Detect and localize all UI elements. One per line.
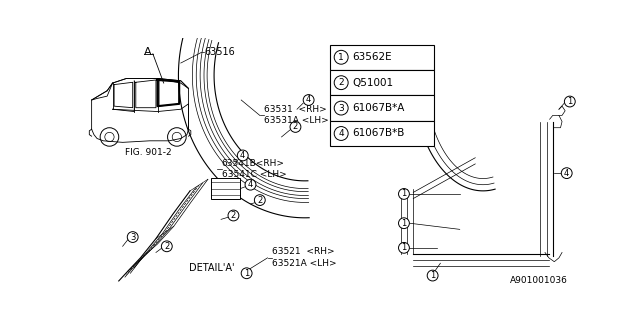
Text: 63531A <LH>: 63531A <LH> <box>264 116 329 125</box>
Text: Q51001: Q51001 <box>352 78 393 88</box>
Text: 1: 1 <box>430 271 435 280</box>
Text: 2: 2 <box>257 196 262 204</box>
Circle shape <box>334 50 348 64</box>
Bar <box>330 121 434 146</box>
Bar <box>330 70 434 95</box>
Circle shape <box>561 168 572 179</box>
Circle shape <box>334 76 348 90</box>
Text: 2: 2 <box>231 211 236 220</box>
Circle shape <box>168 128 186 146</box>
Circle shape <box>228 210 239 221</box>
Text: 63541B<RH>: 63541B<RH> <box>222 159 285 168</box>
Text: 1: 1 <box>244 269 249 278</box>
Circle shape <box>399 218 410 228</box>
Circle shape <box>245 179 256 190</box>
Text: 4: 4 <box>339 129 344 138</box>
Text: 2: 2 <box>164 242 170 251</box>
Text: 1: 1 <box>401 243 406 252</box>
Bar <box>330 95 434 121</box>
Text: 2: 2 <box>339 78 344 87</box>
Circle shape <box>127 232 138 243</box>
Text: 4: 4 <box>248 180 253 189</box>
Text: 4: 4 <box>240 151 245 160</box>
Text: 63541C <LH>: 63541C <LH> <box>222 170 287 179</box>
Text: A: A <box>145 47 152 57</box>
Bar <box>211 178 241 199</box>
Text: FIG. 901-2: FIG. 901-2 <box>125 148 172 157</box>
Circle shape <box>564 96 575 107</box>
Text: 4: 4 <box>564 169 570 178</box>
Text: 1: 1 <box>567 97 572 106</box>
Text: DETAIL'A': DETAIL'A' <box>189 263 234 273</box>
Bar <box>330 44 434 70</box>
Text: 4: 4 <box>306 95 311 105</box>
Circle shape <box>399 188 410 199</box>
Text: 61067B*A: 61067B*A <box>352 103 404 113</box>
Circle shape <box>290 122 301 132</box>
Circle shape <box>100 128 119 146</box>
Circle shape <box>241 268 252 279</box>
Text: 3: 3 <box>130 233 136 242</box>
Text: 63531  <RH>: 63531 <RH> <box>264 105 327 114</box>
Circle shape <box>334 101 348 115</box>
Text: 63562E: 63562E <box>352 52 392 62</box>
Circle shape <box>399 243 410 253</box>
Circle shape <box>303 95 314 105</box>
Circle shape <box>161 241 172 252</box>
Circle shape <box>428 270 438 281</box>
Text: 63521  <RH>: 63521 <RH> <box>272 247 335 256</box>
Text: 2: 2 <box>293 123 298 132</box>
Text: 63516: 63516 <box>204 47 235 57</box>
Text: 1: 1 <box>339 53 344 62</box>
Circle shape <box>237 150 248 161</box>
Text: A901001036: A901001036 <box>510 276 568 285</box>
Text: 63521A <LH>: 63521A <LH> <box>272 259 337 268</box>
Circle shape <box>334 127 348 140</box>
Circle shape <box>172 132 182 141</box>
Circle shape <box>254 195 265 205</box>
Text: 61067B*B: 61067B*B <box>352 129 404 139</box>
Text: 3: 3 <box>339 104 344 113</box>
Circle shape <box>105 132 114 141</box>
Text: 1: 1 <box>401 189 406 198</box>
Text: 1: 1 <box>401 219 406 228</box>
